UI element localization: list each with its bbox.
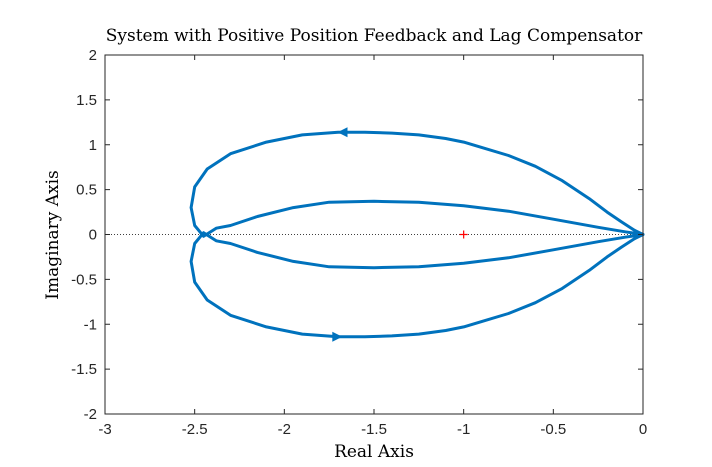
y-axis-label: Imaginary Axis [43, 170, 63, 300]
x-tick-label: -2 [278, 421, 291, 438]
y-tick-label: 1.5 [76, 92, 97, 109]
y-tick-label: 0 [89, 227, 97, 244]
x-tick-label: -2.5 [182, 421, 208, 438]
y-tick-label: -1.5 [71, 361, 97, 378]
y-tick-label: -1 [84, 316, 97, 333]
y-tick-label: 0.5 [76, 182, 97, 199]
series-line-1 [189, 130, 645, 238]
y-tick-label: 1 [89, 137, 97, 154]
x-tick-label: -3 [98, 421, 111, 438]
direction-arrow-2 [332, 331, 343, 342]
x-tick-label: -1 [457, 421, 470, 438]
critical-point-marker [459, 230, 468, 239]
x-axis-label: Real Axis [334, 442, 414, 462]
y-tick-label: -2 [84, 406, 97, 423]
x-tick-label: -0.5 [540, 421, 566, 438]
x-tick-label: -1.5 [361, 421, 387, 438]
plot-area: -3 -2.5 -2 -1.5 -1 -0.5 0 -2 -1.5 -1 -0.5 0 0.5 1 1.5 2 [71, 47, 647, 438]
x-tick-label: 0 [639, 421, 647, 438]
y-tick-label: 2 [89, 47, 97, 64]
direction-arrow-1 [337, 127, 348, 138]
y-tick-label: -0.5 [71, 271, 97, 288]
series-line-2 [189, 231, 645, 339]
chart-title: System with Positive Position Feedback a… [106, 26, 643, 46]
